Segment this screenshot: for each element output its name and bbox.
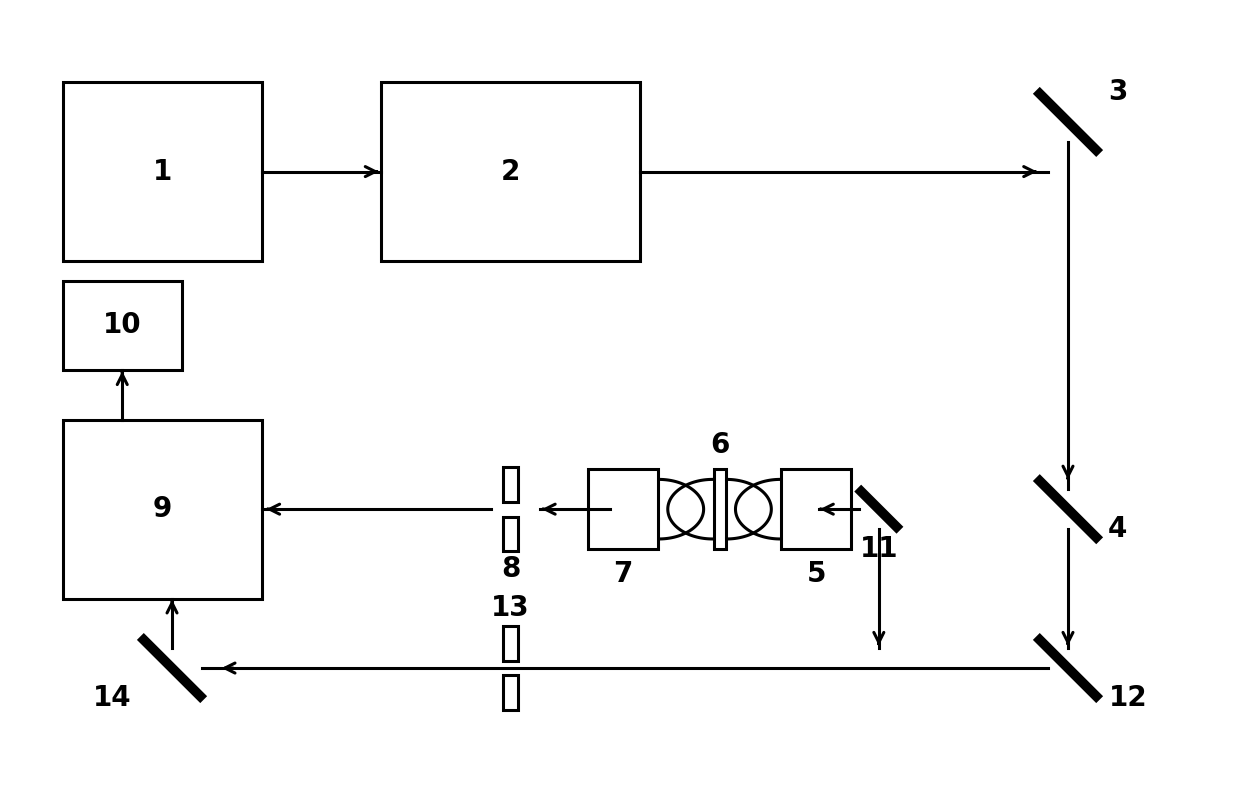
- Bar: [713, 470, 725, 549]
- Text: 6: 6: [709, 430, 729, 459]
- Bar: [62, 281, 182, 370]
- Bar: [588, 470, 658, 549]
- Bar: [381, 82, 640, 261]
- Text: 9: 9: [153, 495, 171, 523]
- Bar: [503, 516, 518, 552]
- Text: 12: 12: [1109, 684, 1147, 711]
- Bar: [62, 82, 262, 261]
- Bar: [503, 675, 518, 710]
- Text: 5: 5: [806, 560, 826, 588]
- Bar: [503, 467, 518, 502]
- Text: 10: 10: [103, 312, 141, 339]
- Text: 11: 11: [859, 535, 898, 563]
- Text: 13: 13: [491, 594, 529, 623]
- Text: 8: 8: [501, 555, 521, 582]
- Text: 2: 2: [501, 157, 521, 186]
- Text: 1: 1: [153, 157, 171, 186]
- Bar: [781, 470, 851, 549]
- Text: 4: 4: [1109, 515, 1127, 543]
- Bar: [62, 419, 262, 599]
- Bar: [503, 626, 518, 660]
- Text: 7: 7: [614, 560, 632, 588]
- Text: 14: 14: [93, 684, 131, 711]
- Text: 3: 3: [1109, 78, 1127, 106]
